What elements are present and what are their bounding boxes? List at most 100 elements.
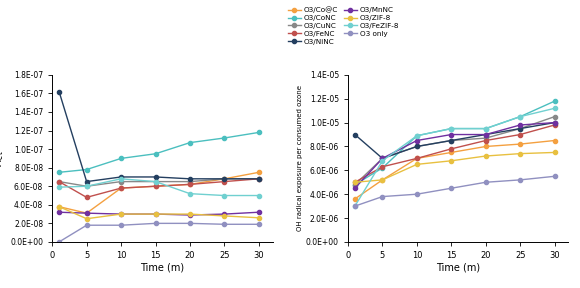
O3 only bbox=[255, 223, 262, 226]
O3/Co@C bbox=[221, 177, 228, 181]
O3/FeNC bbox=[414, 157, 420, 160]
O3/CoNC bbox=[221, 136, 228, 140]
O3/CuNC bbox=[517, 127, 524, 130]
O3/Co@C bbox=[351, 197, 358, 201]
Line: O3/Co@C: O3/Co@C bbox=[353, 139, 557, 201]
O3/CoNC bbox=[255, 131, 262, 134]
Y-axis label: $R_{ct}$: $R_{ct}$ bbox=[0, 150, 6, 167]
O3/MnNC bbox=[186, 213, 193, 217]
O3/FeNC bbox=[517, 133, 524, 136]
O3/CuNC bbox=[448, 139, 455, 142]
O3/CoNC bbox=[448, 127, 455, 130]
O3/MnNC bbox=[221, 212, 228, 216]
O3/MnNC bbox=[83, 211, 90, 215]
Line: O3/ZIF-8: O3/ZIF-8 bbox=[353, 150, 557, 184]
O3/CuNC bbox=[351, 183, 358, 186]
O3/ZIF-8 bbox=[379, 178, 386, 182]
O3/Co@C bbox=[56, 205, 63, 209]
O3 only bbox=[414, 192, 420, 196]
O3/FeNC bbox=[551, 123, 558, 127]
O3/NiNC bbox=[255, 177, 262, 181]
O3/CuNC bbox=[152, 180, 159, 183]
O3/CoNC bbox=[56, 170, 63, 174]
O3/NiNC bbox=[551, 121, 558, 124]
O3/ZIF-8 bbox=[351, 181, 358, 184]
Line: O3/FeNC: O3/FeNC bbox=[57, 177, 261, 200]
O3/ZIF-8 bbox=[517, 152, 524, 155]
O3/FeZIF-8 bbox=[483, 127, 490, 130]
O3/FeZIF-8 bbox=[118, 177, 125, 181]
O3/MnNC bbox=[152, 212, 159, 216]
O3/FeZIF-8 bbox=[83, 185, 90, 188]
O3/MnNC bbox=[551, 121, 558, 124]
O3/Co@C bbox=[83, 211, 90, 215]
O3/FeNC bbox=[351, 181, 358, 184]
Line: O3/NiNC: O3/NiNC bbox=[353, 120, 557, 160]
O3/FeZIF-8 bbox=[56, 185, 63, 189]
O3/ZIF-8 bbox=[483, 154, 490, 158]
O3/CuNC bbox=[56, 180, 63, 183]
O3/FeZIF-8 bbox=[517, 115, 524, 118]
O3/FeZIF-8 bbox=[351, 204, 358, 208]
O3/NiNC bbox=[448, 139, 455, 142]
O3/CuNC bbox=[186, 180, 193, 183]
O3/FeZIF-8 bbox=[221, 194, 228, 197]
O3/CoNC bbox=[351, 183, 358, 186]
O3/NiNC bbox=[83, 180, 90, 183]
Line: O3/MnNC: O3/MnNC bbox=[57, 210, 261, 217]
O3/FeZIF-8 bbox=[414, 134, 420, 137]
Line: O3/FeNC: O3/FeNC bbox=[353, 123, 557, 184]
O3/FeNC bbox=[152, 185, 159, 188]
O3/NiNC bbox=[56, 90, 63, 93]
O3/CoNC bbox=[551, 99, 558, 103]
O3/MnNC bbox=[517, 123, 524, 127]
O3/MnNC bbox=[448, 133, 455, 136]
O3/NiNC bbox=[379, 157, 386, 160]
Line: O3/Co@C: O3/Co@C bbox=[57, 170, 261, 215]
O3/FeNC bbox=[448, 147, 455, 151]
O3/MnNC bbox=[379, 157, 386, 160]
Line: O3/FeZIF-8: O3/FeZIF-8 bbox=[57, 177, 261, 198]
O3 only bbox=[221, 223, 228, 226]
O3/MnNC bbox=[255, 211, 262, 214]
O3/FeNC bbox=[483, 139, 490, 142]
Line: O3/CuNC: O3/CuNC bbox=[353, 115, 557, 187]
O3/ZIF-8 bbox=[255, 216, 262, 219]
O3/NiNC bbox=[221, 177, 228, 181]
O3/Co@C bbox=[379, 178, 386, 182]
O3 only bbox=[152, 222, 159, 225]
Legend: O3/Co@C, O3/CoNC, O3/CuNC, O3/FeNC, O3/NiNC, O3/MnNC, O3/ZIF-8, O3/FeZIF-8, O3 o: O3/Co@C, O3/CoNC, O3/CuNC, O3/FeNC, O3/N… bbox=[288, 7, 399, 45]
X-axis label: Time (m): Time (m) bbox=[436, 263, 480, 273]
O3/FeZIF-8 bbox=[255, 194, 262, 197]
O3/CuNC bbox=[118, 180, 125, 183]
O3/ZIF-8 bbox=[118, 212, 125, 216]
O3 only bbox=[186, 222, 193, 225]
O3/Co@C bbox=[517, 142, 524, 146]
O3/MnNC bbox=[56, 211, 63, 214]
X-axis label: Time (m): Time (m) bbox=[140, 263, 184, 273]
O3/FeZIF-8 bbox=[186, 192, 193, 195]
O3/CuNC bbox=[551, 115, 558, 118]
O3/CoNC bbox=[517, 115, 524, 118]
O3/FeNC bbox=[186, 183, 193, 186]
O3/FeNC bbox=[379, 165, 386, 168]
Line: O3/CoNC: O3/CoNC bbox=[353, 99, 557, 187]
O3/FeNC bbox=[255, 177, 262, 181]
O3/FeZIF-8 bbox=[152, 180, 159, 183]
O3/CuNC bbox=[221, 177, 228, 181]
Line: O3/CuNC: O3/CuNC bbox=[57, 177, 261, 188]
O3/CoNC bbox=[186, 141, 193, 144]
O3/ZIF-8 bbox=[551, 151, 558, 154]
O3/MnNC bbox=[118, 212, 125, 216]
O3 only bbox=[483, 181, 490, 184]
Line: O3/FeZIF-8: O3/FeZIF-8 bbox=[353, 106, 557, 208]
O3/CoNC bbox=[483, 127, 490, 130]
O3/ZIF-8 bbox=[83, 217, 90, 220]
O3 only bbox=[379, 195, 386, 198]
O3/NiNC bbox=[351, 133, 358, 136]
O3/MnNC bbox=[414, 139, 420, 142]
O3 only bbox=[56, 240, 63, 244]
Line: O3/NiNC: O3/NiNC bbox=[57, 90, 261, 184]
O3/NiNC bbox=[186, 177, 193, 181]
O3/Co@C bbox=[448, 151, 455, 154]
